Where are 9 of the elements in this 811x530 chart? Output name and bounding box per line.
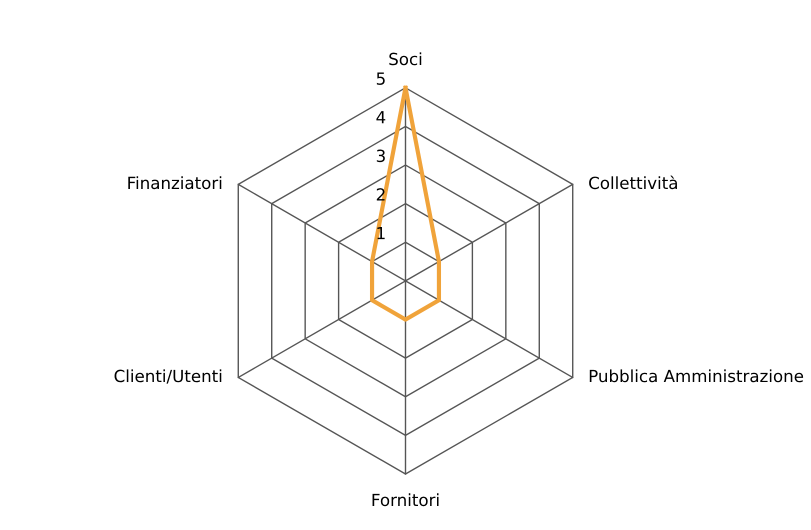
spoke-label: Collettività [589, 176, 677, 190]
spoke-label: Fornitori [372, 493, 439, 506]
y-tick-label: 5 [376, 72, 385, 85]
y-tick-label: 3 [376, 150, 385, 162]
spoke-label: Pubblica Amministrazione [590, 369, 804, 382]
y-tick-label: 4 [376, 111, 386, 124]
spoke-label: Soci [389, 52, 422, 66]
spoke-label: Finanziatori [128, 176, 222, 190]
spoke-label: Clienti/Utenti [114, 369, 222, 384]
